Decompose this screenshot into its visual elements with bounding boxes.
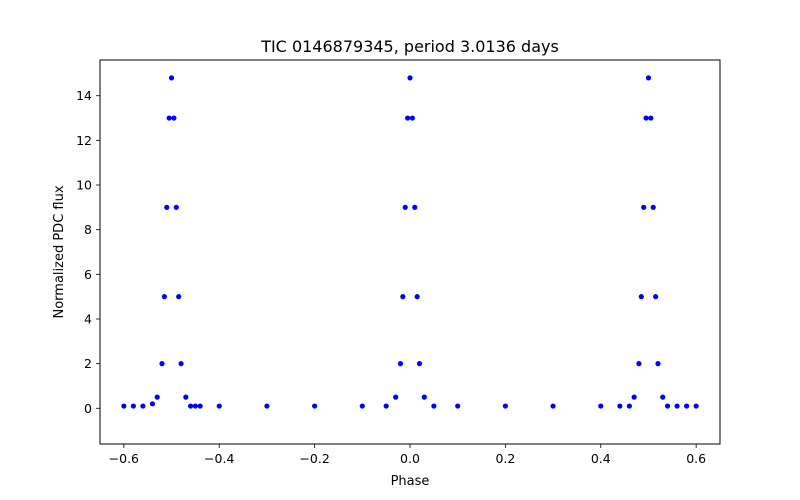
data-point <box>407 75 413 81</box>
data-point <box>130 403 136 409</box>
data-point <box>312 403 318 409</box>
y-tick-label: 8 <box>84 222 92 237</box>
data-point <box>431 403 437 409</box>
data-point <box>648 115 654 121</box>
data-point <box>121 403 127 409</box>
data-point <box>188 403 194 409</box>
data-point <box>383 403 389 409</box>
data-point <box>149 401 156 407</box>
data-point <box>171 115 177 121</box>
data-point <box>154 394 160 400</box>
data-point <box>455 403 461 409</box>
data-point <box>192 403 198 409</box>
data-point <box>641 204 647 210</box>
y-tick-label: 2 <box>84 356 92 371</box>
x-tick-label: −0.6 <box>109 451 139 466</box>
x-tick-label: 0.4 <box>591 451 611 466</box>
data-point <box>414 294 420 300</box>
data-point <box>684 403 690 409</box>
data-point <box>598 403 604 409</box>
data-point <box>416 361 423 367</box>
data-point <box>643 115 649 121</box>
data-point <box>176 294 182 300</box>
data-point <box>502 403 508 409</box>
y-tick-label: 12 <box>76 133 92 148</box>
x-tick-label: 0.6 <box>686 451 706 466</box>
data-point <box>197 403 203 409</box>
data-point <box>664 403 671 409</box>
data-point <box>161 294 167 300</box>
data-point <box>400 294 406 300</box>
y-tick-label: 0 <box>84 401 92 416</box>
data-point <box>393 394 399 400</box>
data-point <box>638 294 644 300</box>
data-point <box>412 204 418 210</box>
data-point <box>617 403 623 409</box>
data-point <box>140 403 146 409</box>
data-point <box>655 361 661 367</box>
data-point <box>421 394 427 400</box>
data-point <box>168 75 175 81</box>
data-point <box>660 394 666 400</box>
data-point <box>550 403 556 409</box>
data-point <box>674 403 680 409</box>
x-axis-ticks: −0.6 −0.4 −0.2 0.0 0.2 0.4 0.6 <box>109 444 706 466</box>
data-point <box>653 294 659 300</box>
data-point <box>216 403 222 409</box>
y-tick-label: 4 <box>84 311 92 326</box>
data-point <box>173 204 179 210</box>
y-axis-label: Normalized PDC flux <box>52 185 67 318</box>
data-point <box>359 403 365 409</box>
data-point <box>178 361 184 367</box>
y-axis-ticks: 0 2 4 6 8 10 12 14 <box>76 88 100 416</box>
data-point <box>636 361 642 367</box>
y-tick-label: 6 <box>84 267 92 282</box>
data-point <box>159 361 165 367</box>
data-point <box>264 403 270 409</box>
data-point <box>631 394 637 400</box>
y-tick-label: 14 <box>76 88 92 103</box>
data-point <box>183 394 189 400</box>
data-point <box>626 403 632 409</box>
data-point <box>693 403 699 409</box>
x-tick-label: 0.2 <box>495 451 515 466</box>
chart-title: TIC 0146879345, period 3.0136 days <box>260 37 559 56</box>
x-tick-label: −0.4 <box>204 451 234 466</box>
x-tick-label: 0.0 <box>400 451 420 466</box>
data-point <box>645 75 652 81</box>
data-point <box>166 115 172 121</box>
data-points <box>121 75 699 409</box>
x-tick-label: −0.2 <box>299 451 329 466</box>
data-point <box>402 204 408 210</box>
data-point <box>650 204 656 210</box>
data-point <box>397 361 404 367</box>
x-axis-label: Phase <box>391 474 430 489</box>
y-tick-label: 10 <box>76 178 92 193</box>
data-point <box>409 115 415 121</box>
data-point <box>405 115 411 121</box>
data-point <box>164 204 170 210</box>
